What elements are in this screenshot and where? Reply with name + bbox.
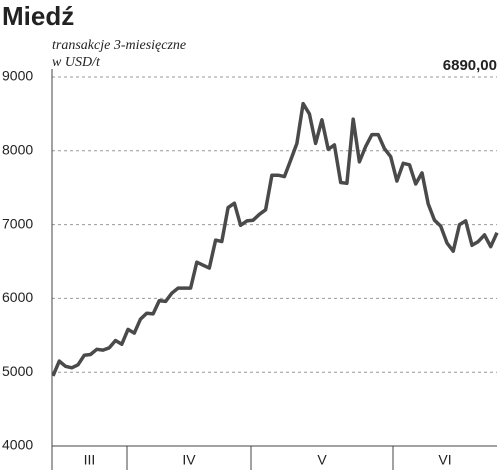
y-tick-label: 8000 (2, 142, 33, 158)
y-tick-label: 9000 (2, 68, 33, 84)
price-line (51, 101, 499, 377)
y-tick-label: 6000 (2, 289, 33, 305)
x-tick-label: III (84, 452, 96, 468)
x-tick-label: VI (438, 452, 451, 468)
x-tick-label: IV (182, 452, 196, 468)
y-tick-label: 4000 (2, 437, 33, 453)
last-value-label: 6890,00 (443, 57, 497, 74)
y-tick-label: 7000 (2, 215, 33, 231)
chart-title: Miedź (2, 1, 74, 31)
subtitle: transakcje 3-miesięczne (52, 38, 186, 53)
y-tick-label: 5000 (2, 363, 33, 379)
x-tick-label: V (317, 452, 327, 468)
unit-label: w USD/t (52, 55, 101, 70)
